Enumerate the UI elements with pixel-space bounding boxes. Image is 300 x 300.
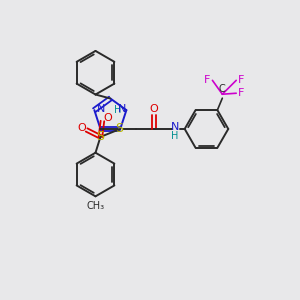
Text: O: O bbox=[103, 113, 112, 123]
Text: S: S bbox=[115, 122, 123, 136]
Text: O: O bbox=[150, 104, 158, 114]
Text: F: F bbox=[238, 75, 244, 85]
Text: N: N bbox=[97, 104, 106, 114]
Text: C: C bbox=[219, 84, 226, 94]
Text: F: F bbox=[238, 88, 244, 98]
Text: CH₃: CH₃ bbox=[86, 201, 105, 211]
Text: O: O bbox=[77, 123, 86, 133]
Text: N: N bbox=[171, 122, 179, 132]
Text: H: H bbox=[171, 131, 178, 141]
Text: N: N bbox=[118, 104, 127, 114]
Text: H: H bbox=[114, 105, 121, 115]
Text: F: F bbox=[204, 75, 211, 85]
Text: S: S bbox=[97, 130, 104, 143]
